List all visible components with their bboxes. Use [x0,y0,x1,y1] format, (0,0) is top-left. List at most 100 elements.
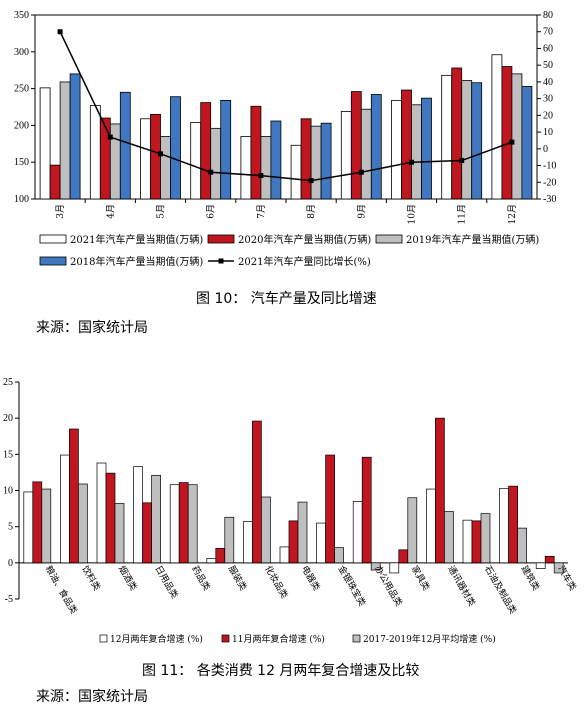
bar [59,81,71,200]
bar [49,164,61,200]
x-tick-label: 8月 [306,204,317,219]
bar [517,527,527,564]
bar [170,96,181,200]
legend-swatch [99,634,108,643]
line-point [57,29,63,35]
y-tick-label: 25 [3,377,13,388]
y2-tick-label: 50 [543,60,553,71]
bar [150,113,161,200]
bar [411,104,422,200]
bar [471,82,483,200]
bar [340,111,352,200]
bar [350,91,362,200]
bar [39,87,51,200]
legend-swatch [221,634,230,643]
line-point [208,169,214,175]
legend-label: 2020年汽车产量当期值(万辆) [238,233,371,246]
y-tick-label: -5 [5,594,13,605]
bar [352,501,363,564]
bar [60,454,70,564]
bar [69,73,81,200]
y-tick-label: 15 [3,449,13,460]
bar [261,496,271,564]
bar [220,99,232,200]
y-tick-label: 5 [8,522,13,533]
bar [250,105,262,200]
bar [200,102,212,200]
bar [300,118,312,200]
x-tick-label: 电器类 [299,563,323,592]
bar [360,108,372,200]
bar [401,89,412,200]
bar [310,125,322,200]
bar [451,67,463,200]
bar [544,555,555,564]
y2-tick-label: 20 [543,110,553,121]
line-point [258,173,264,179]
bar [240,136,252,200]
bar [224,516,235,564]
x-tick-label: 9月 [356,204,367,219]
line-point [459,158,465,164]
line-point [358,169,364,175]
bar [279,546,290,564]
bar [334,547,344,564]
legend-swatch [39,256,67,266]
bar [243,521,253,564]
bar [508,485,518,564]
y2-tick-label: 10 [543,127,553,138]
x-tick-label: 4月 [105,204,116,219]
x-tick-label: 粮油、食品类 [43,563,80,616]
bar [169,484,180,564]
legend-marker [218,258,224,264]
y2-tick-label: -20 [543,177,556,188]
bar [23,491,34,564]
bar [105,472,116,564]
line-point [509,139,515,145]
bar [391,99,402,200]
x-tick-label: 服装类 [226,563,250,592]
bar [260,136,272,200]
x-tick-label: 7月 [256,204,267,219]
y-tick-label: 150 [14,157,29,168]
bar [133,466,143,564]
chart-fig10: 100 150 200 250 300 350 -30 -20 -10 0 10 20 30 40 50 60… [14,10,556,268]
bar [398,549,409,564]
series-line [59,31,513,182]
legend-label: 12月两年复合增速 (%) [110,633,203,645]
x-tick-label: 饮料类 [79,563,103,592]
legend-swatch [375,234,403,244]
bar [320,122,332,200]
y-tick-label: 250 [14,84,29,95]
x-tick-label: 通讯器材类 [445,563,478,608]
bar [215,548,226,564]
x-tick-label: 5月 [156,204,167,219]
bar [210,127,222,200]
x-tick-label: 金银珠宝类 [336,563,369,608]
bar [461,80,473,200]
legend-swatch [352,634,361,643]
bar [471,520,482,564]
caption-fig10: 图 10： 汽车产量及同比增速 [196,291,377,307]
bar [32,481,43,564]
legend-label: 2017-2019年12月平均增速 (%) [363,633,496,645]
chart-fig11: -5 0 5 10 15 20 25 粮油、食品类 饮料类 烟酒类 日用品类 药品类 服装类 化妆品类 电器… [3,377,579,645]
source-fig11: 来源：国家统计局 [36,689,148,705]
bar [499,487,509,564]
bar [480,513,491,564]
bar [361,456,372,564]
bar [501,66,513,200]
bar [288,520,299,564]
y-tick-label: 10 [3,486,13,497]
caption-fig11: 图 11： 各类消费 12 月两年复合增速及比较 [142,663,420,679]
y2-tick-label: 80 [543,10,553,21]
legend-label: 2021年汽车产量同比增长(%) [238,255,371,268]
legend-label: 11月两年复合增速 (%) [232,633,325,645]
x-tick-label: 10月 [407,204,418,224]
bar [421,97,432,200]
bar [370,562,381,571]
bar [89,105,101,200]
y2-tick-label: 30 [543,94,553,105]
bar [160,136,171,200]
bar [521,85,533,200]
